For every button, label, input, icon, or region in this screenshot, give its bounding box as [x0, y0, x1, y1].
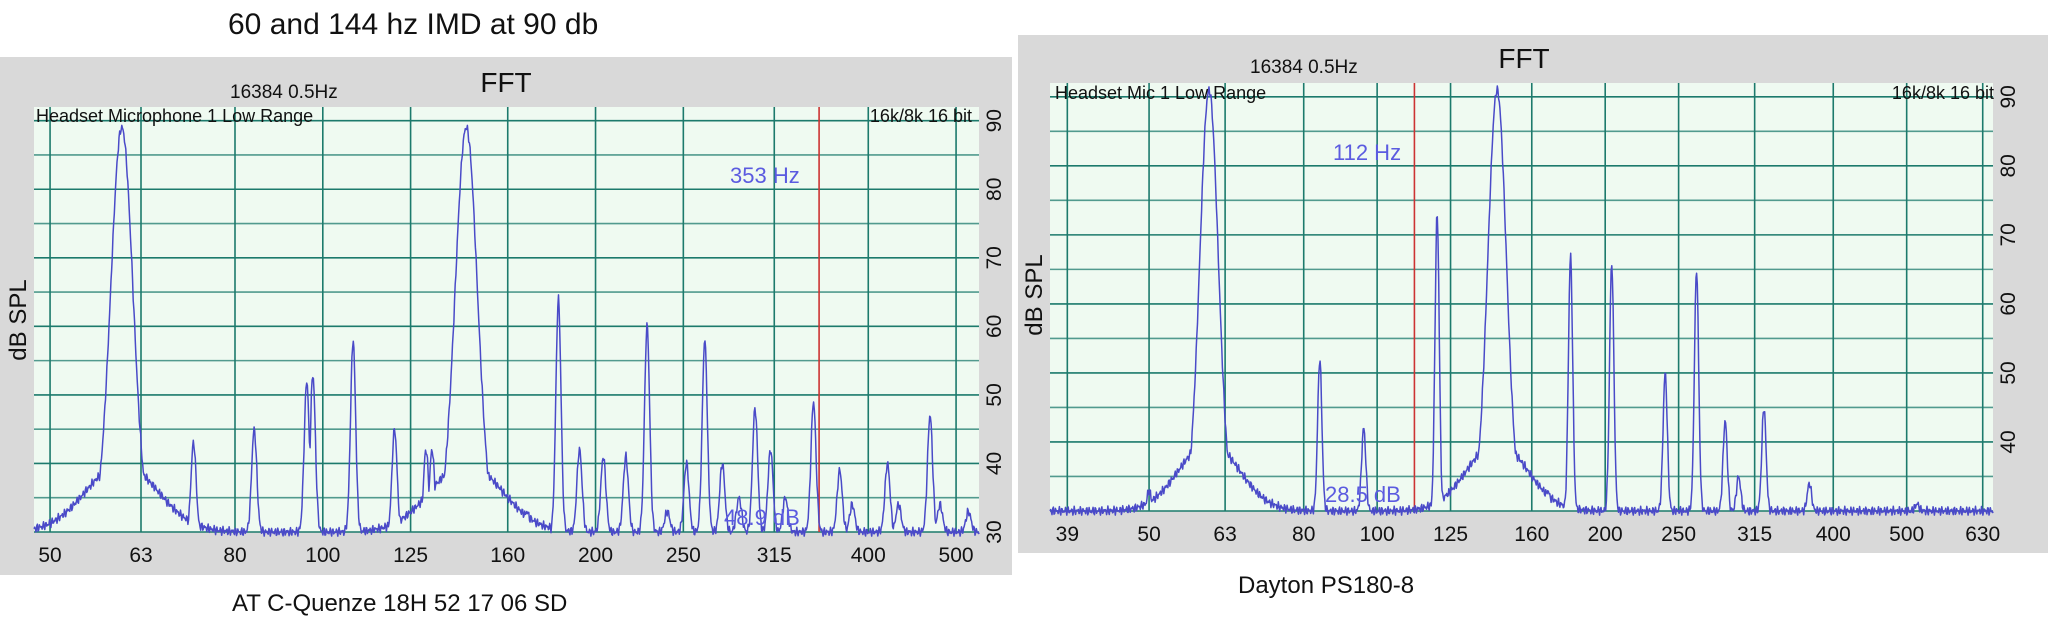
plot-area [1050, 83, 1993, 511]
grid-lines [1050, 83, 1993, 512]
format-label: 16k/8k 16 bit [1892, 83, 1994, 103]
x-tick-label: 500 [1889, 523, 1924, 546]
fft-settings-label: 16384 0.5Hz [230, 82, 338, 103]
y-tick-labels: 30 40 50 60 70 80 90 [983, 109, 1006, 544]
x-tick-label: 80 [223, 544, 246, 567]
y-tick-label: 80 [983, 178, 1006, 201]
y-tick-label: 70 [1997, 223, 2020, 246]
x-tick-label: 160 [1514, 523, 1549, 546]
x-tick-label: 80 [1292, 523, 1315, 546]
x-tick-label: 500 [939, 544, 974, 567]
grid-lines [34, 107, 979, 533]
x-tick-label: 400 [851, 544, 886, 567]
x-tick-labels: 50 63 80 100 125 160 200 250 315 400 500 [38, 544, 973, 567]
y-tick-label: 40 [1997, 430, 2020, 453]
y-tick-label: 60 [983, 315, 1006, 338]
x-tick-label: 50 [1137, 523, 1160, 546]
x-tick-label: 63 [129, 544, 152, 567]
page-title: 60 and 144 hz IMD at 90 db [228, 8, 599, 41]
x-tick-label: 39 [1056, 523, 1079, 546]
y-tick-label: 90 [983, 109, 1006, 132]
x-tick-label: 250 [1661, 523, 1696, 546]
caption-right-speaker: Dayton PS180-8 [1238, 572, 1415, 599]
chart-panel [1018, 35, 2048, 553]
y-axis-label: dB SPL [1021, 254, 1048, 335]
x-tick-label: 315 [757, 544, 792, 567]
x-tick-label: 125 [1433, 523, 1468, 546]
y-tick-label: 90 [1997, 85, 2020, 108]
x-tick-label: 100 [1360, 523, 1395, 546]
x-tick-label: 125 [393, 544, 428, 567]
plot-area [34, 107, 979, 532]
y-tick-label: 70 [983, 246, 1006, 269]
y-axis-label: dB SPL [5, 279, 32, 360]
input-device-label: Headset Microphone 1 Low Range [36, 106, 313, 126]
y-tick-label: 60 [1997, 292, 2020, 315]
cursor-frequency-readout: 112 Hz [1333, 140, 1401, 165]
input-device-label: Headset Mic 1 Low Range [1055, 83, 1266, 103]
fft-settings-label: 16384 0.5Hz [1250, 57, 1358, 78]
x-tick-label: 63 [1213, 523, 1236, 546]
x-tick-label: 315 [1737, 523, 1772, 546]
spectrum-trace [33, 124, 980, 537]
x-tick-label: 630 [1965, 523, 2000, 546]
y-tick-labels: 40 50 60 70 80 90 [1997, 85, 2020, 454]
chart-title: FFT [480, 67, 531, 98]
chart-title: FFT [1498, 43, 1549, 74]
cursor-level-readout: 28.5 dB [1325, 482, 1401, 507]
cursor-frequency-readout: 353 Hz [730, 163, 800, 188]
spectrum-trace [1049, 85, 1994, 516]
x-tick-label: 250 [666, 544, 701, 567]
x-tick-label: 200 [578, 544, 613, 567]
y-tick-label: 30 [983, 520, 1006, 543]
x-tick-label: 160 [490, 544, 525, 567]
x-tick-label: 400 [1816, 523, 1851, 546]
y-tick-label: 40 [983, 452, 1006, 475]
fft-chart-left: FFT 16384 0.5Hz Headset Microphone 1 Low… [0, 57, 1012, 575]
x-tick-labels: 39 50 63 80 100 125 160 200 250 315 400 500 630 [1056, 523, 2001, 546]
y-tick-label: 50 [1997, 361, 2020, 384]
format-label: 16k/8k 16 bit [870, 106, 972, 126]
x-tick-label: 50 [38, 544, 61, 567]
x-tick-label: 100 [305, 544, 340, 567]
cursor-level-readout: 48.9 dB [724, 505, 800, 530]
caption-left-speaker: AT C-Quenze 18H 52 17 06 SD [232, 590, 568, 617]
y-tick-label: 80 [1997, 154, 2020, 177]
x-tick-label: 200 [1588, 523, 1623, 546]
y-tick-label: 50 [983, 383, 1006, 406]
